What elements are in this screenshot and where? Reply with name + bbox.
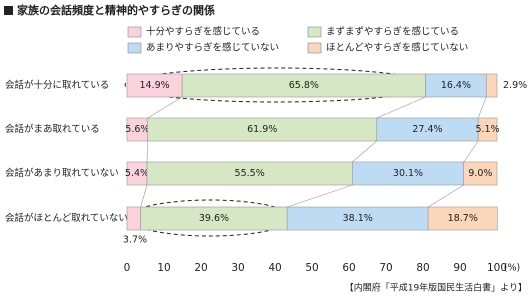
connector <box>477 96 487 119</box>
category-label: 会話がほとんど取れていない <box>5 212 128 224</box>
legend-label: まずまずやすらぎを感じている <box>326 26 459 38</box>
bar-segment <box>126 206 141 231</box>
legend-swatch <box>127 42 142 54</box>
value-label: 18.7% <box>448 213 478 224</box>
value-label: 38.1% <box>343 213 373 224</box>
value-label: 9.0% <box>468 168 492 179</box>
value-label: 27.4% <box>412 124 442 135</box>
value-label: 30.1% <box>393 168 423 179</box>
legend-label: ほとんどやすらぎを感じていない <box>326 42 468 54</box>
legend-label: あまりやすらぎを感じていない <box>146 42 279 54</box>
chart-title: 家族の会話頻度と精神的やすらぎの関係 <box>17 3 215 17</box>
value-label: 39.6% <box>199 213 229 224</box>
value-label: 14.9% <box>139 80 169 91</box>
connector <box>376 96 426 119</box>
legend-swatch <box>307 42 322 54</box>
bar-segment <box>463 161 498 186</box>
legend-label: 十分やすらぎを感じている <box>146 26 260 38</box>
x-tick-label: 70 <box>379 262 392 274</box>
x-tick-label: 0 <box>124 262 131 274</box>
value-label: 5.6% <box>125 124 149 135</box>
x-tick-label: 40 <box>268 262 281 274</box>
bar-segment <box>477 117 498 142</box>
source: 【内閣府「平成19年版国民生活白書」より】 <box>345 282 527 294</box>
x-tick-label: 90 <box>453 262 466 274</box>
category-label: 会話がまあ取れている <box>5 123 100 135</box>
x-tick-label: 20 <box>194 262 207 274</box>
value-label: 5.4% <box>125 168 149 179</box>
bar-segment <box>427 206 498 231</box>
x-tick-label: 100 <box>487 262 507 274</box>
bar-segment <box>485 73 498 98</box>
x-tick-label: 60 <box>342 262 355 274</box>
connector <box>287 184 353 208</box>
x-tick-label: 50 <box>305 262 318 274</box>
connector <box>146 140 149 163</box>
connector <box>352 140 377 163</box>
connector <box>147 96 183 119</box>
category-label: 会話が十分に取れている <box>5 79 109 91</box>
value-label: 65.8% <box>289 80 319 91</box>
legend-swatch <box>127 26 142 38</box>
category-label: 会話があまり取れていない <box>5 167 119 179</box>
x-tick-label: 80 <box>416 262 429 274</box>
title-marker <box>4 6 13 15</box>
connector <box>428 184 464 208</box>
connector <box>140 184 148 208</box>
x-tick-label: 10 <box>157 262 170 274</box>
value-label: 5.1% <box>475 124 499 135</box>
value-label: 3.7% <box>123 235 147 246</box>
value-label: 2.9% <box>503 80 527 91</box>
value-label: 61.9% <box>247 124 277 135</box>
connector <box>463 140 479 163</box>
legend-swatch <box>307 26 322 38</box>
value-label: 16.4% <box>441 80 471 91</box>
value-label: 55.5% <box>235 168 265 179</box>
x-unit: (%) <box>504 263 520 274</box>
x-tick-label: 30 <box>231 262 244 274</box>
